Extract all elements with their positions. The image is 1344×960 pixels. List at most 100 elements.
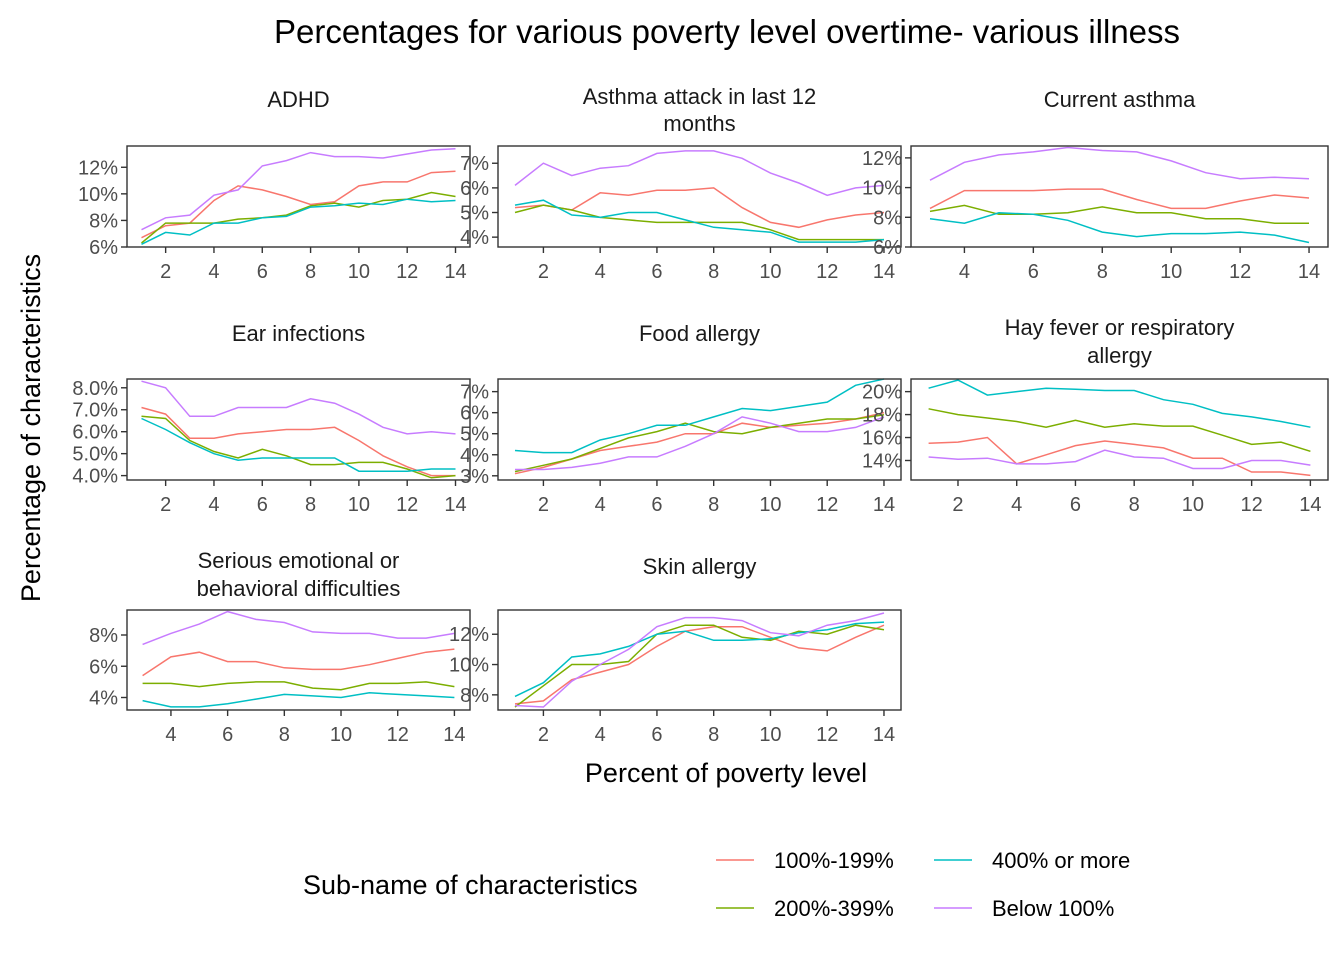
x-tick-label: 6 — [651, 261, 662, 283]
series-line-400-or-more — [142, 692, 455, 708]
y-tick-label: 6% — [89, 237, 118, 259]
series-line-400-or-more — [929, 212, 1310, 244]
x-tick-label: 6 — [257, 494, 268, 516]
y-tick-label: 8% — [89, 625, 118, 647]
y-tick-label: 5.0% — [72, 444, 118, 466]
x-tick-label: 8 — [1129, 494, 1140, 516]
y-tick-label: 14% — [862, 450, 902, 472]
panel-frame — [910, 145, 1329, 248]
x-tick-label: 12 — [816, 261, 838, 283]
series-line-400-or-more — [141, 198, 456, 245]
panel-frame — [126, 378, 471, 481]
x-tick-label: 6 — [651, 724, 662, 746]
x-tick-label: 2 — [160, 494, 171, 516]
y-tick-label: 6.0% — [72, 422, 118, 444]
y-tick-label: 8% — [89, 210, 118, 232]
y-tick-label: 18% — [862, 405, 902, 427]
panel-title: Current asthma — [1044, 87, 1196, 112]
y-tick-label: 3% — [460, 466, 489, 488]
x-tick-label: 4 — [208, 261, 219, 283]
x-tick-label: 10 — [348, 261, 370, 283]
panel-title-line: Hay fever or respiratory — [1005, 315, 1235, 340]
panel-frame — [497, 145, 902, 248]
x-tick-label: 4 — [165, 724, 176, 746]
panel-title: Serious emotional or behavioral difficult… — [197, 548, 401, 601]
y-tick-label: 10% — [862, 178, 902, 200]
y-tick-label: 5% — [460, 203, 489, 225]
panel-title-line: allergy — [1087, 343, 1152, 368]
series-line-200-399 — [514, 204, 884, 241]
legend-label: 200%-399% — [774, 896, 894, 921]
panel-serious-emotional-or-behavioral-difficulties: Serious emotional or behavioral difficult… — [89, 548, 471, 746]
panel-title: Asthma attack in last 12 months — [583, 84, 817, 136]
panel-skin-allergy: Skin allergy 2 4 6 8 10 12 14 8% 10% 12% — [449, 554, 902, 746]
panel-frame — [126, 145, 471, 248]
x-tick-label: 10 — [330, 724, 352, 746]
x-tick-label: 6 — [222, 724, 233, 746]
series-line-400-or-more — [514, 621, 885, 698]
series-line-100-199 — [141, 406, 456, 477]
y-axis-title: Percentage of characteristics — [16, 254, 46, 602]
legend-title: Sub-name of characteristics — [303, 870, 638, 900]
y-tick-label: 4% — [460, 445, 489, 467]
x-tick-label: 2 — [952, 494, 963, 516]
legend-item-200-399: 200%-399% — [716, 896, 894, 921]
x-tick-label: 8 — [708, 261, 719, 283]
x-tick-label: 6 — [651, 494, 662, 516]
y-tick-label: 10% — [449, 655, 489, 677]
x-tick-label: 12 — [396, 494, 418, 516]
panel-title-line: Serious emotional or — [198, 548, 400, 573]
series-line-200-399 — [514, 414, 885, 473]
y-tick-label: 4% — [460, 227, 489, 249]
series-line-100-199 — [514, 187, 885, 229]
x-axis-title: Percent of poverty level — [585, 758, 867, 788]
legend-item-100-199: 100%-199% — [716, 848, 894, 873]
x-tick-label: 8 — [708, 724, 719, 746]
x-tick-label: 10 — [759, 261, 781, 283]
x-tick-label: 10 — [759, 724, 781, 746]
y-tick-label: 7% — [460, 153, 489, 175]
y-tick-label: 6% — [89, 656, 118, 678]
y-tick-label: 5% — [460, 424, 489, 446]
series-line-below-100 — [142, 610, 455, 646]
x-tick-label: 14 — [873, 261, 895, 283]
y-tick-label: 4.0% — [72, 466, 118, 488]
y-tick-label: 6% — [460, 178, 489, 200]
series-line-400-or-more — [514, 378, 885, 454]
y-tick-label: 6% — [460, 403, 489, 425]
x-tick-label: 14 — [1298, 261, 1320, 283]
x-tick-label: 14 — [443, 724, 465, 746]
panel-title-line: months — [663, 111, 735, 136]
panel-title-line: behavioral difficulties — [197, 576, 401, 601]
x-tick-label: 12 — [816, 724, 838, 746]
series-line-below-100 — [928, 449, 1311, 470]
legend-item-400-or-more: 400% or more — [934, 848, 1130, 873]
legend-label: 100%-199% — [774, 848, 894, 873]
x-tick-label: 12 — [396, 261, 418, 283]
x-tick-label: 2 — [538, 261, 549, 283]
series-line-200-399 — [929, 204, 1309, 224]
x-tick-label: 10 — [759, 494, 781, 516]
x-tick-label: 10 — [1182, 494, 1204, 516]
x-tick-label: 14 — [444, 494, 466, 516]
x-tick-label: 4 — [208, 494, 219, 516]
panel-title-line: Asthma attack in last 12 — [583, 84, 817, 109]
x-tick-label: 14 — [873, 724, 895, 746]
x-tick-label: 12 — [387, 724, 409, 746]
x-tick-label: 14 — [1299, 494, 1321, 516]
y-tick-label: 10% — [78, 184, 118, 206]
x-tick-label: 10 — [348, 494, 370, 516]
legend-label: Below 100% — [992, 896, 1114, 921]
panel-title: Skin allergy — [643, 554, 757, 579]
x-tick-label: 4 — [595, 494, 606, 516]
y-tick-label: 12% — [78, 157, 118, 179]
x-tick-label: 4 — [595, 724, 606, 746]
series-line-below-100 — [141, 147, 456, 231]
y-tick-label: 6% — [873, 237, 902, 259]
x-tick-label: 14 — [444, 261, 466, 283]
panel-food-allergy: Food allergy 2 4 6 8 10 12 14 3%4%5%6%7% — [460, 321, 902, 516]
panel-frame — [910, 378, 1329, 481]
x-tick-label: 6 — [257, 261, 268, 283]
